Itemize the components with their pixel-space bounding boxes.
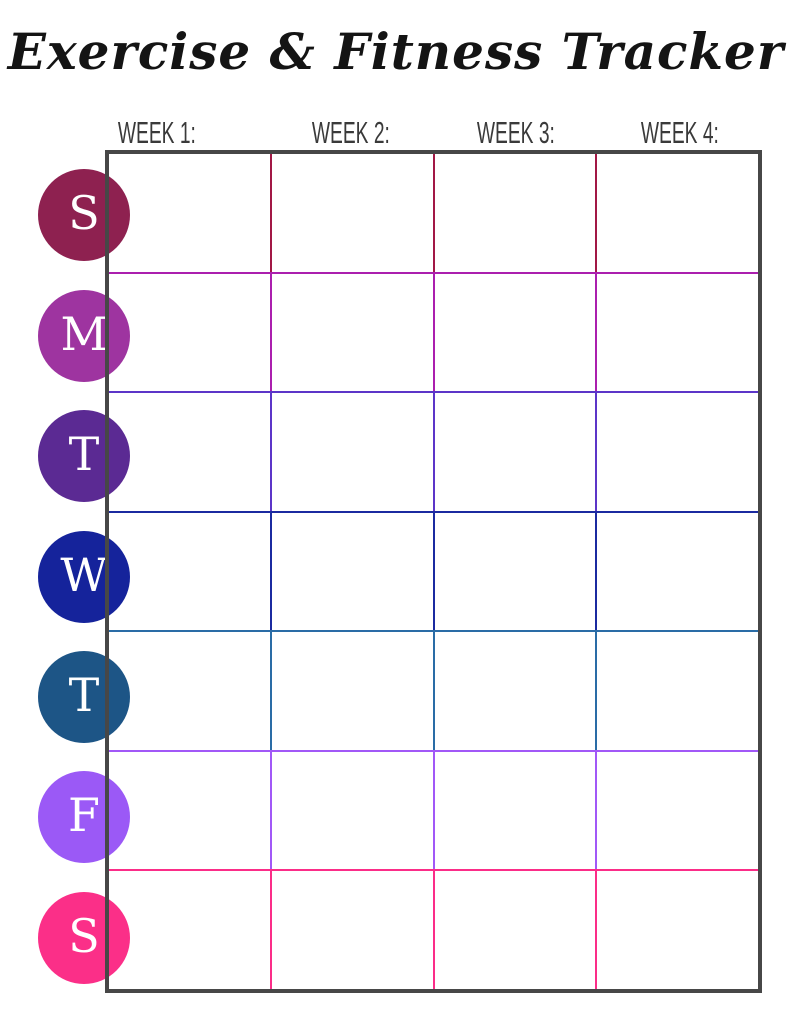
week-1-label: WEEK 1: bbox=[118, 115, 197, 150]
grid-cell-saturday-week-3 bbox=[435, 871, 598, 990]
week-1-header: WEEK 1: bbox=[75, 117, 239, 148]
grid-cell-friday-week-4 bbox=[597, 752, 758, 870]
week-2-label: WEEK 2: bbox=[312, 115, 391, 150]
grid-row-monday bbox=[109, 271, 758, 392]
grid-cell-sunday-week-1 bbox=[109, 154, 272, 272]
grid-cell-monday-week-1 bbox=[109, 273, 272, 392]
grid-cell-tuesday-week-2 bbox=[272, 393, 435, 511]
day-badge-friday: F bbox=[38, 771, 130, 864]
week-2-header: WEEK 2: bbox=[269, 117, 433, 148]
day-letter-wednesday: W bbox=[60, 547, 108, 602]
grid-cell-saturday-week-2 bbox=[272, 871, 435, 990]
grid-cell-friday-week-2 bbox=[272, 751, 435, 870]
grid-row-sunday bbox=[109, 154, 758, 272]
grid-cell-thursday-week-1 bbox=[109, 632, 272, 750]
grid-cell-tuesday-week-1 bbox=[109, 393, 272, 511]
day-letter-sunday: S bbox=[68, 186, 100, 241]
day-letter-tuesday: T bbox=[68, 427, 100, 482]
week-3-header: WEEK 3: bbox=[434, 117, 598, 148]
tracker-grid bbox=[105, 150, 762, 993]
day-badge-thursday: T bbox=[38, 650, 130, 743]
day-badge-wednesday: W bbox=[38, 530, 130, 623]
page-title: Exercise & Fitness Tracker bbox=[7, 22, 785, 81]
grid-cell-wednesday-week-1 bbox=[109, 512, 272, 631]
day-letter-friday: F bbox=[68, 788, 100, 843]
grid-row-wednesday bbox=[109, 510, 758, 631]
grid-cell-saturday-week-1 bbox=[109, 871, 272, 990]
grid-cell-thursday-week-4 bbox=[597, 632, 758, 750]
grid-row-tuesday bbox=[109, 391, 758, 511]
grid-row-friday bbox=[109, 749, 758, 870]
week-headers-row: WEEK 1: WEEK 2: WEEK 3: WEEK 4: bbox=[105, 117, 762, 148]
grid-cell-wednesday-week-2 bbox=[272, 512, 435, 631]
grid-cell-friday-week-1 bbox=[109, 751, 272, 870]
grid-cell-saturday-week-4 bbox=[597, 871, 758, 989]
day-badge-monday: M bbox=[38, 289, 130, 382]
grid-cell-sunday-week-3 bbox=[435, 154, 598, 272]
grid-cell-tuesday-week-3 bbox=[435, 393, 598, 511]
day-letter-monday: M bbox=[60, 306, 108, 361]
grid-cell-monday-week-2 bbox=[272, 273, 435, 392]
week-3-label: WEEK 3: bbox=[476, 115, 555, 150]
grid-cell-thursday-week-3 bbox=[435, 632, 598, 750]
grid-row-saturday bbox=[109, 869, 758, 990]
grid-cell-wednesday-week-3 bbox=[435, 512, 598, 631]
grid-row-thursday bbox=[109, 630, 758, 750]
day-badge-tuesday: T bbox=[38, 410, 130, 503]
grid-cell-monday-week-3 bbox=[435, 273, 598, 392]
grid-cell-sunday-week-2 bbox=[272, 154, 435, 272]
week-4-header: WEEK 4: bbox=[598, 117, 762, 148]
day-badge-sunday: S bbox=[38, 169, 130, 262]
grid-cell-monday-week-4 bbox=[597, 274, 758, 392]
grid-cell-friday-week-3 bbox=[435, 751, 598, 870]
week-4-label: WEEK 4: bbox=[640, 115, 719, 150]
grid-cell-wednesday-week-4 bbox=[597, 513, 758, 631]
day-badge-saturday: S bbox=[38, 891, 130, 984]
day-letter-thursday: T bbox=[68, 667, 100, 722]
grid-cell-tuesday-week-4 bbox=[597, 393, 758, 511]
grid-cell-thursday-week-2 bbox=[272, 632, 435, 750]
day-letter-saturday: S bbox=[68, 908, 100, 963]
grid-cell-sunday-week-4 bbox=[597, 154, 758, 272]
